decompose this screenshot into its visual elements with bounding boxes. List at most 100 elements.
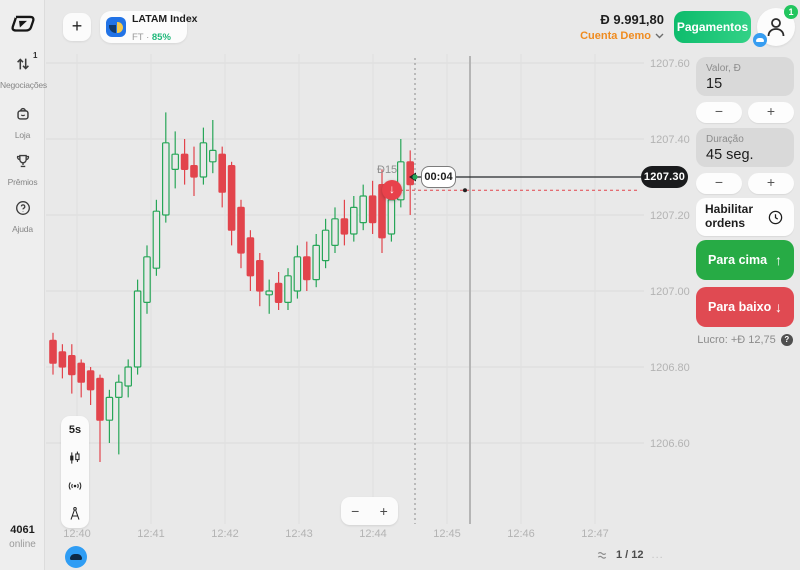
down-arrow-icon: ↓ [775, 299, 782, 315]
price-tick-label: 1207.00 [650, 286, 690, 298]
chart-tools: 5s [61, 416, 89, 528]
candle-body [58, 351, 67, 368]
support-chat-icon [70, 554, 82, 560]
candle-body [387, 199, 396, 235]
trade-up-button[interactable]: Para cima ↑ [696, 240, 794, 280]
indicators-button[interactable] [61, 472, 89, 500]
person-icon [767, 18, 785, 37]
chart-type-button[interactable] [61, 444, 89, 472]
time-tick-label: 12:46 [507, 528, 535, 540]
price-tick-label: 1207.60 [650, 58, 690, 70]
candle-body [303, 256, 311, 281]
account-selector[interactable]: Cuenta Demo [552, 30, 664, 42]
candle-body [227, 165, 236, 231]
amount-value: 15 [706, 76, 723, 92]
profile-avatar[interactable]: 1 [753, 5, 798, 47]
stake-label: Đ15 [377, 164, 398, 176]
profit-help-icon[interactable]: ? [780, 334, 793, 346]
balance-block[interactable]: Đ 9.991,80 Cuenta Demo [552, 12, 664, 42]
candle-body [133, 290, 142, 368]
trade-down-button[interactable]: Para baixo ↓ [696, 287, 794, 327]
payments-button[interactable]: Pagamentos [674, 11, 751, 43]
candle-body [209, 149, 217, 163]
duration-minus-button[interactable]: − [696, 173, 742, 194]
trades-count-badge: 1 [33, 51, 38, 60]
promo-icon [753, 33, 767, 47]
enable-orders-button[interactable]: Habilitar ordens [696, 198, 794, 236]
candle-body [406, 161, 415, 186]
sidebar-item-loja[interactable]: Loja [0, 105, 45, 143]
price-tick-label: 1207.20 [650, 210, 690, 222]
candle-body [124, 366, 133, 387]
sidebar-item-negociacoes[interactable]: 1 Negociações [0, 51, 47, 90]
compass-icon [70, 507, 80, 520]
amount-minus-button[interactable]: − [696, 102, 742, 123]
candle-body [368, 195, 377, 224]
sidebar: 1 Negociações Loja Prêmios Ajuda 4061 on… [0, 0, 47, 570]
trophy-icon [13, 152, 33, 170]
candle-body [246, 237, 255, 277]
candle-body [350, 206, 358, 235]
shop-bag-icon [13, 105, 33, 123]
time-tick-label: 12:40 [63, 528, 91, 540]
time-tick-label: 12:47 [581, 528, 609, 540]
up-arrow-icon: ↑ [775, 252, 782, 268]
candle-body [340, 218, 349, 235]
asset-payout: FT · 85% [132, 32, 171, 43]
candle-body [312, 244, 321, 281]
candle-body [162, 142, 170, 216]
countdown-timer: 00:04 [421, 166, 456, 188]
candle-body [237, 206, 245, 254]
support-chat-button[interactable] [65, 546, 87, 568]
more-pages[interactable]: ... [651, 549, 664, 561]
candle-body [152, 210, 161, 269]
app-logo-icon[interactable] [8, 14, 38, 34]
price-tick-label: 1207.40 [650, 134, 690, 146]
zoom-in-button[interactable]: + [379, 503, 388, 519]
duration-field[interactable]: Duração 45 seg. [696, 128, 794, 167]
candle-body [321, 229, 330, 262]
notification-badge: 1 [784, 5, 798, 19]
candle-body [378, 184, 386, 239]
chevron-down-icon [655, 33, 664, 39]
drawing-tools-button[interactable] [61, 500, 89, 528]
candle-body [190, 165, 198, 178]
candle-body [96, 377, 104, 421]
profit-info: Lucro: +Đ 12,75 ? [694, 334, 796, 346]
candle-body [218, 153, 227, 193]
amount-plus-button[interactable]: + [748, 102, 794, 123]
duration-plus-button[interactable]: + [748, 173, 794, 194]
candle-body [105, 396, 114, 421]
sidebar-item-premios[interactable]: Prêmios [0, 152, 45, 190]
help-circle-icon [13, 199, 33, 217]
candle-body [274, 282, 283, 303]
asset-tab-latam-index[interactable]: LATAM Index FT · 85% [100, 11, 198, 43]
signal-icon [68, 482, 82, 490]
time-tick-label: 12:44 [359, 528, 387, 540]
candle-body [171, 153, 180, 170]
zoom-out-button[interactable]: − [351, 503, 360, 519]
expiry-point-dot [463, 188, 467, 193]
price-tick-label: 1206.80 [650, 362, 690, 374]
add-asset-button[interactable]: + [63, 13, 91, 41]
chart-zoom-controls: − + [341, 497, 398, 525]
amount-field[interactable]: Valor, Đ 15 [696, 57, 794, 96]
sidebar-item-ajuda[interactable]: Ajuda [0, 199, 45, 237]
candle-body [293, 256, 302, 292]
candlestick-icon [70, 451, 80, 464]
current-price-badge: 1207.30 [641, 166, 688, 188]
time-tick-label: 12:45 [433, 528, 461, 540]
candle-body [265, 290, 274, 296]
candle-body [86, 370, 95, 391]
trades-arrows-icon: 1 [13, 51, 38, 73]
candle-body [67, 355, 76, 376]
timeframe-button[interactable]: 5s [68, 424, 82, 436]
candle-body [256, 260, 264, 292]
asset-pagination[interactable]: 1 / 12 ... [596, 549, 664, 561]
candle-body [331, 218, 339, 247]
clock-icon [768, 210, 783, 224]
candle-body [180, 153, 189, 170]
online-counter: 4061 online [9, 524, 36, 550]
candle-body [284, 275, 292, 303]
